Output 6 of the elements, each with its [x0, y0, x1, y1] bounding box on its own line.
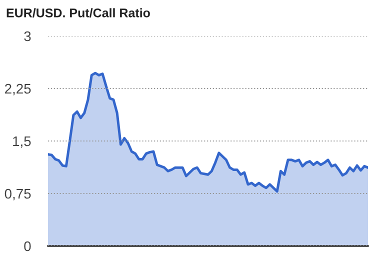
- y-tick-label: 2,25: [5, 84, 31, 96]
- y-tick-label: 1,5: [13, 136, 31, 148]
- y-tick-label: 3: [24, 31, 31, 42]
- y-tick-label: 0: [24, 241, 31, 252]
- y-tick-label: 0,75: [4, 188, 31, 200]
- chart-title: EUR/USD. Put/Call Ratio: [6, 8, 150, 18]
